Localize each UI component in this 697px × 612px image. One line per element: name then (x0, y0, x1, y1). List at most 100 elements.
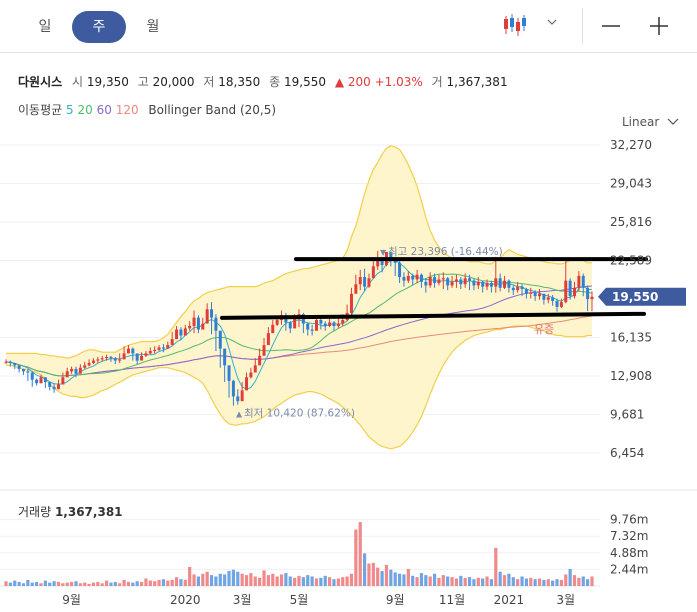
volume-bar (362, 553, 367, 586)
candle-body (100, 358, 104, 360)
candle-body (376, 257, 380, 267)
candle-body (214, 317, 218, 331)
current-price-badge: 19,550 (598, 287, 686, 306)
volume-bar (341, 577, 345, 586)
candle-body (39, 377, 43, 384)
volume-bar (389, 569, 393, 586)
volume-bar (288, 576, 292, 586)
candle-body (258, 355, 262, 366)
volume-bar (437, 577, 441, 586)
chart-type-button[interactable] (500, 10, 558, 42)
candle-body (266, 333, 270, 346)
tab-daily[interactable]: 일 (38, 19, 52, 35)
x-tick-label: 5월 (290, 593, 309, 607)
volume-bar (266, 575, 270, 586)
volume-bar (69, 581, 74, 586)
candle-body (175, 329, 179, 340)
tab-monthly[interactable]: 월 (146, 19, 160, 35)
candle-body (262, 345, 266, 356)
bollinger-label[interactable]: Bollinger Band (20,5) (148, 103, 277, 117)
chevron-down-icon (547, 19, 557, 25)
volume-axis: 9.76m 7.32m 4.88m 2.44m (610, 513, 648, 577)
candle-body (205, 309, 209, 324)
volume-bar (293, 577, 297, 586)
candle-body (489, 283, 493, 287)
volume-bar (498, 571, 502, 586)
expand-button[interactable] (644, 10, 674, 40)
candle-body (441, 278, 445, 280)
candle-body (538, 293, 542, 297)
volume-bar (26, 579, 30, 586)
candle-body (157, 347, 161, 350)
candle-body (26, 371, 30, 373)
candle-body (48, 382, 52, 387)
candle-body (415, 274, 419, 280)
volume-bar (170, 579, 174, 586)
volume-bar (415, 577, 419, 586)
volume-bar (559, 579, 563, 586)
plus-icon (650, 17, 668, 35)
volume-bar (481, 578, 485, 586)
volume-bar (472, 579, 476, 586)
x-tick-label: 3월 (556, 593, 575, 607)
volume-bar (8, 582, 12, 586)
volume-bar (555, 579, 559, 586)
candle-body (8, 361, 12, 363)
volume-bar (581, 576, 585, 586)
chevron-down-icon (667, 118, 679, 125)
candle-body (494, 278, 498, 287)
volume-bar (476, 577, 480, 586)
tab-weekly[interactable]: 주 (72, 11, 126, 43)
scale-selector[interactable]: Linear (622, 115, 679, 129)
candle-body (179, 329, 183, 336)
volume-bar (113, 581, 117, 586)
candle-body (590, 296, 594, 300)
volume-bar (489, 579, 494, 586)
candle-body (78, 367, 82, 374)
volume-bar (354, 529, 358, 586)
volume-bar (511, 577, 515, 586)
scale-label: Linear (622, 115, 660, 129)
price-chart[interactable]: 최고 23,396 (-16.44%) ▼ 최저 10,420 (87.62%)… (0, 0, 697, 480)
volume-bar (166, 580, 170, 586)
candle-body (135, 353, 139, 361)
volume-bar (65, 582, 69, 586)
volume-bar (218, 573, 222, 586)
event-annotation: 유증 (534, 323, 554, 336)
volume-title-label: 거래량 (18, 505, 52, 519)
candle-body (503, 280, 507, 288)
x-tick-label: 2021 (494, 593, 525, 607)
price-summary: 다원시스 시 19,350 고 20,000 저 18,350 종 19,550… (18, 73, 513, 90)
volume-bar (402, 574, 406, 586)
low-value: 18,350 (218, 75, 261, 89)
candle-body (96, 359, 100, 361)
candle-body (568, 280, 572, 297)
candle-body (354, 284, 358, 294)
volume-bar (223, 574, 227, 586)
volume-bar (78, 583, 82, 586)
candle-body (402, 277, 406, 281)
candle-body (227, 365, 231, 381)
candle-body (87, 362, 91, 366)
volume-bar (87, 583, 91, 586)
volume-bar (546, 579, 550, 586)
low-marker-icon: ▲ (236, 410, 243, 419)
ma-label[interactable]: 이동평균 (18, 103, 63, 117)
candle-body (336, 323, 340, 326)
candle-body (196, 317, 200, 330)
volume-title-value: 1,367,381 (54, 505, 123, 519)
candle-body (393, 260, 397, 263)
volume-bar (39, 583, 43, 586)
volume-tick-label: 7.32m (610, 529, 648, 543)
candle-body (118, 359, 122, 361)
candle-body (546, 297, 550, 300)
volume-bar (542, 579, 546, 586)
volume-chart[interactable]: 9.76m 7.32m 4.88m 2.44m 9월 2020 3월 5월 9월 11월 2021… (0, 480, 697, 612)
candle-body (52, 386, 56, 390)
minimize-button[interactable] (596, 10, 626, 40)
volume-bar (157, 579, 161, 586)
candle-body (524, 289, 528, 294)
candle-body (201, 323, 205, 330)
volume-value: 1,367,381 (446, 75, 508, 89)
volume-bar (393, 572, 397, 586)
